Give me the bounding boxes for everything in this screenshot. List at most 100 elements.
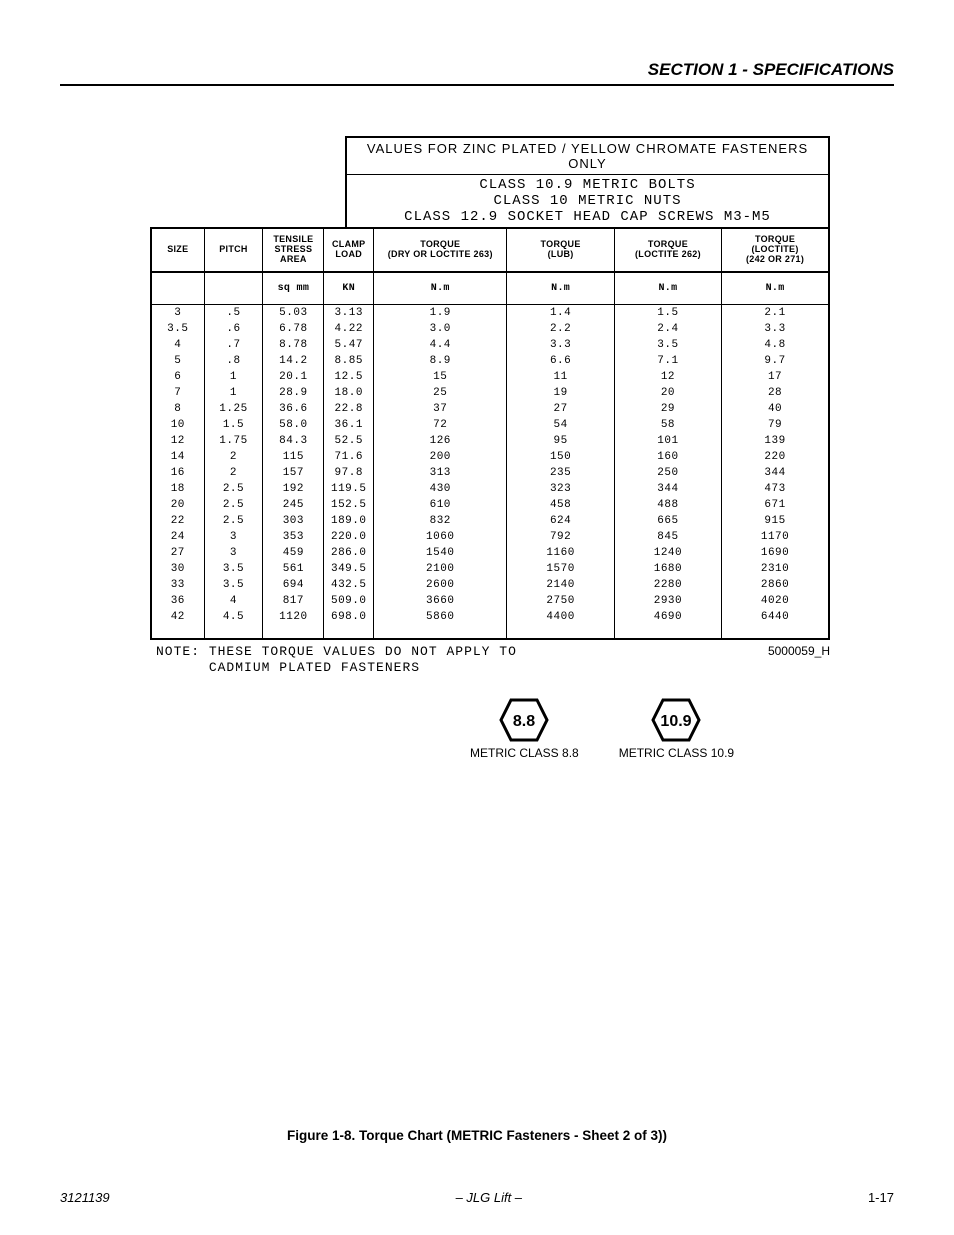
- table-cell: 20: [614, 385, 721, 401]
- table-cell: 157: [263, 465, 324, 481]
- table-cell: 1160: [507, 545, 614, 561]
- table-cell: 4.8: [722, 337, 829, 353]
- column-unit: N.m: [374, 272, 507, 305]
- table-cell: 7: [151, 385, 204, 401]
- table-cell: 4400: [507, 609, 614, 625]
- table-cell: .6: [204, 321, 263, 337]
- table-cell: 1: [204, 369, 263, 385]
- column-unit: [151, 272, 204, 305]
- table-cell: .5: [204, 304, 263, 321]
- table-cell: 33: [151, 577, 204, 593]
- table-cell: 220.0: [324, 529, 374, 545]
- table-row: 3.5.66.784.223.02.22.43.3: [151, 321, 829, 337]
- hex-caption: METRIC CLASS 8.8: [470, 746, 579, 760]
- table-cell: 192: [263, 481, 324, 497]
- table-cell: 2: [204, 449, 263, 465]
- table-cell: 1680: [614, 561, 721, 577]
- table-cell: 84.3: [263, 433, 324, 449]
- table-cell: 915: [722, 513, 829, 529]
- document-number: 5000059_H: [768, 644, 830, 677]
- table-cell: 6.78: [263, 321, 324, 337]
- table-cell: 54: [507, 417, 614, 433]
- table-cell: 1690: [722, 545, 829, 561]
- table-cell: 18: [151, 481, 204, 497]
- table-cell: 115: [263, 449, 324, 465]
- table-cell: 79: [722, 417, 829, 433]
- table-cell: 6: [151, 369, 204, 385]
- table-cell: 3: [204, 545, 263, 561]
- table-cell: 5: [151, 353, 204, 369]
- table-cell: 20: [151, 497, 204, 513]
- class-line-3: CLASS 12.9 SOCKET HEAD CAP SCREWS M3-M5: [347, 209, 828, 225]
- table-cell: 3.0: [374, 321, 507, 337]
- table-cell: 245: [263, 497, 324, 513]
- table-cell: 353: [263, 529, 324, 545]
- table-cell: 458: [507, 497, 614, 513]
- table-cell: 4690: [614, 609, 721, 625]
- note-row: NOTE: THESE TORQUE VALUES DO NOT APPLY T…: [150, 644, 830, 677]
- table-cell: .8: [204, 353, 263, 369]
- table-cell: 313: [374, 465, 507, 481]
- table-cell: 473: [722, 481, 829, 497]
- table-cell: 29: [614, 401, 721, 417]
- table-cell: 1.75: [204, 433, 263, 449]
- table-cell: 4.5: [204, 609, 263, 625]
- table-row: 364817509.03660275029304020: [151, 593, 829, 609]
- table-cell: 126: [374, 433, 507, 449]
- section-title: SECTION 1 - SPECIFICATIONS: [60, 60, 894, 86]
- svg-text:10.9: 10.9: [661, 713, 692, 730]
- table-cell: 8: [151, 401, 204, 417]
- table-cell: 250: [614, 465, 721, 481]
- table-cell: 2.5: [204, 513, 263, 529]
- hex-icon: 8.8: [499, 698, 549, 742]
- class-line-2: CLASS 10 METRIC NUTS: [347, 193, 828, 209]
- table-cell: 286.0: [324, 545, 374, 561]
- table-cell: 2.4: [614, 321, 721, 337]
- table-cell: 3.5: [204, 561, 263, 577]
- table-cell: 2.2: [507, 321, 614, 337]
- table-cell: 22.8: [324, 401, 374, 417]
- table-row: 14211571.6200150160220: [151, 449, 829, 465]
- table-cell: 27: [507, 401, 614, 417]
- table-cell: 101: [614, 433, 721, 449]
- table-cell: 1.4: [507, 304, 614, 321]
- table-cell: 1.5: [614, 304, 721, 321]
- column-header: TENSILESTRESSAREA: [263, 228, 324, 272]
- table-cell: 2310: [722, 561, 829, 577]
- table-cell: 52.5: [324, 433, 374, 449]
- table-cell: 36.1: [324, 417, 374, 433]
- table-cell: 3660: [374, 593, 507, 609]
- table-cell: 509.0: [324, 593, 374, 609]
- column-unit: sq mm: [263, 272, 324, 305]
- table-cell: 4.4: [374, 337, 507, 353]
- table-cell: 561: [263, 561, 324, 577]
- column-header: TORQUE(LOCTITE)(242 OR 271): [722, 228, 829, 272]
- table-cell: 3.5: [151, 321, 204, 337]
- table-row-blank: [151, 625, 829, 639]
- table-cell: 698.0: [324, 609, 374, 625]
- table-cell: 12.5: [324, 369, 374, 385]
- table-cell: 792: [507, 529, 614, 545]
- table-cell: 3: [151, 304, 204, 321]
- table-cell: 15: [374, 369, 507, 385]
- table-row: 101.558.036.172545879: [151, 417, 829, 433]
- note-text: NOTE: THESE TORQUE VALUES DO NOT APPLY T…: [150, 644, 517, 677]
- column-header: TORQUE(LUB): [507, 228, 614, 272]
- table-cell: 610: [374, 497, 507, 513]
- table-cell: 817: [263, 593, 324, 609]
- table-cell: 16: [151, 465, 204, 481]
- column-unit: N.m: [614, 272, 721, 305]
- table-cell: 36.6: [263, 401, 324, 417]
- table-cell: 1060: [374, 529, 507, 545]
- table-cell: 671: [722, 497, 829, 513]
- class-line-1: CLASS 10.9 METRIC BOLTS: [347, 177, 828, 193]
- table-cell: 8.78: [263, 337, 324, 353]
- table-row: 3.55.033.131.91.41.52.1: [151, 304, 829, 321]
- table-cell: 5.47: [324, 337, 374, 353]
- table-cell: 2930: [614, 593, 721, 609]
- class-spec: CLASS 10.9 METRIC BOLTS CLASS 10 METRIC …: [345, 174, 830, 227]
- table-cell: 220: [722, 449, 829, 465]
- table-cell: 119.5: [324, 481, 374, 497]
- column-header: PITCH: [204, 228, 263, 272]
- table-cell: 28: [722, 385, 829, 401]
